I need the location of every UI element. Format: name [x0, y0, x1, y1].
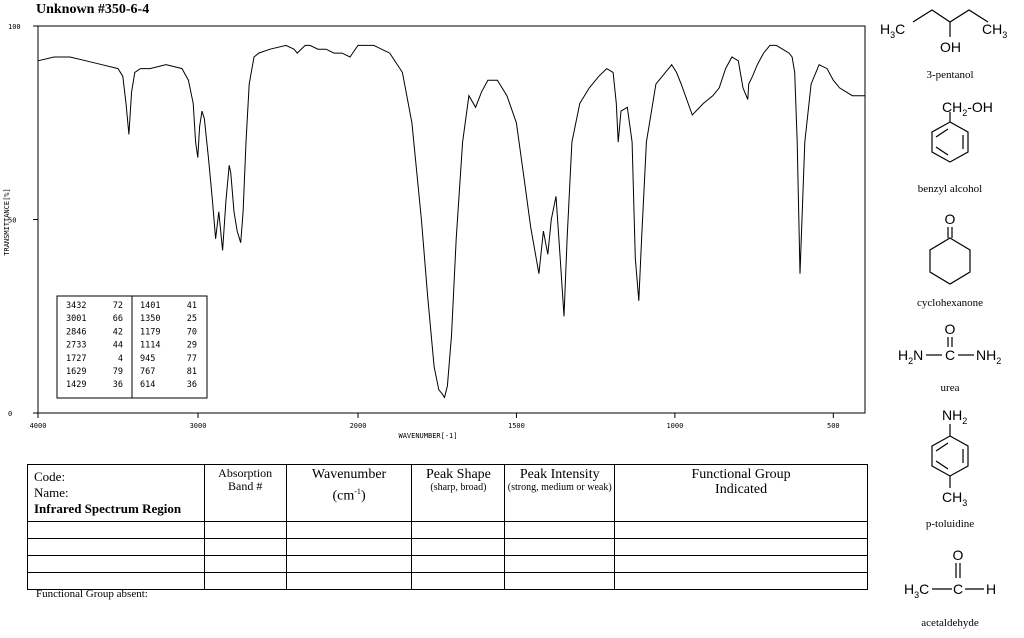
name-label: Name:: [34, 485, 69, 500]
x-tick-label: 3000: [190, 422, 207, 430]
code-name-cell: Code: Name: Infrared Spectrum Region: [27, 464, 205, 522]
ch2oh-label: CH2-OH: [942, 99, 993, 118]
nh2-label: NH2: [976, 347, 1001, 366]
o-label: O: [945, 211, 956, 227]
c-label: C: [953, 581, 963, 597]
peak-wavenumber: 1350: [140, 314, 160, 324]
y-tick-label: 0: [8, 410, 12, 418]
peak-wavenumber: 1114: [140, 341, 160, 351]
peak-wavenumber: 3001: [66, 314, 86, 324]
peak-transmittance: 36: [187, 380, 197, 390]
peak-transmittance: 81: [187, 367, 197, 377]
x-axis-ticks: 4000 3000 2000 1500 1000 500: [30, 413, 840, 430]
molecule-acetaldehyde: O H3C C H acetaldehyde: [904, 547, 996, 629]
x-tick-label: 1500: [508, 422, 525, 430]
peak-wavenumber: 3432: [66, 301, 86, 311]
table-row: [27, 572, 868, 590]
ch3-label: CH3: [982, 21, 1007, 40]
col-functional-group: Functional Group Indicated: [614, 464, 868, 522]
peak-transmittance: 77: [187, 354, 197, 364]
o-label: O: [953, 547, 964, 563]
col-absorption-band: Absorption Band #: [203, 464, 287, 522]
molecule-name: urea: [941, 382, 960, 394]
x-tick-label: 4000: [30, 422, 47, 430]
peak-transmittance: 4: [118, 354, 123, 364]
molecule-name: acetaldehyde: [921, 617, 979, 629]
col-peak-intensity: Peak Intensity (strong, medium or weak): [504, 464, 616, 522]
peak-wavenumber: 1429: [66, 380, 86, 390]
ch3-label: CH3: [942, 489, 967, 508]
peak-transmittance: 66: [113, 314, 123, 324]
nh2-label: NH2: [942, 407, 967, 426]
table-row: [27, 521, 868, 539]
h-label: H: [986, 581, 996, 597]
molecule-p-toluidine: NH2 CH3 p-toluidine: [926, 407, 974, 530]
code-label: Code:: [34, 469, 66, 484]
functional-group-absent-label: Functional Group absent:: [36, 588, 148, 600]
peak-table-box: 3432 72 3001 66 2846 42 2733 44 1727 4 1629 79 1429 3…: [56, 295, 208, 399]
reference-molecules: H3C CH3 OH 3-pentanol CH2-OH benzyl alco…: [880, 9, 1007, 629]
peak-wavenumber: 1401: [140, 301, 160, 311]
peak-transmittance: 36: [113, 380, 123, 390]
h3c-label: H3C: [904, 581, 929, 600]
peak-transmittance: 72: [113, 301, 123, 311]
x-tick-label: 500: [827, 422, 840, 430]
molecule-name: cyclohexanone: [917, 297, 983, 309]
peak-transmittance: 70: [187, 327, 197, 337]
o-label: O: [945, 321, 956, 337]
y-tick-label: 100: [8, 23, 21, 31]
molecule-3-pentanol: H3C CH3 OH 3-pentanol: [880, 9, 1007, 81]
x-axis-label: WAVENUMBER[-1]: [398, 432, 457, 440]
peak-wavenumber: 614: [140, 380, 155, 390]
molecule-urea: O C H2N NH2 urea: [898, 321, 1001, 394]
h2n-label: H2N: [898, 347, 923, 366]
y-axis-ticks: 100 50 0: [8, 23, 38, 418]
x-tick-label: 1000: [666, 422, 683, 430]
peak-transmittance: 29: [187, 341, 197, 351]
peak-wavenumber: 1179: [140, 327, 160, 337]
peak-transmittance: 42: [113, 327, 123, 337]
peak-wavenumber: 767: [140, 367, 155, 377]
spectrum-title: Unknown #350-6-4: [36, 2, 150, 17]
peak-wavenumber: 1727: [66, 354, 86, 364]
transmittance-series-line: [37, 44, 865, 399]
molecule-cyclohexanone: O cyclohexanone: [917, 211, 983, 309]
peak-wavenumber: 945: [140, 354, 155, 364]
molecule-benzyl-alcohol: CH2-OH benzyl alcohol: [918, 99, 993, 195]
peak-transmittance: 25: [187, 314, 197, 324]
peak-transmittance: 41: [187, 301, 197, 311]
oh-label: OH: [940, 39, 961, 55]
table-row: [27, 555, 868, 573]
ir-worksheet-table: Code: Name: Infrared Spectrum Region Abs…: [27, 464, 868, 590]
y-tick-label: 50: [8, 217, 16, 225]
peak-wavenumber: 2733: [66, 341, 86, 351]
peak-wavenumber: 1629: [66, 367, 86, 377]
molecule-name: benzyl alcohol: [918, 183, 982, 195]
y-axis-label: TRANSMITTANCE[%]: [3, 188, 11, 255]
peak-wavenumber: 2846: [66, 327, 86, 337]
peak-transmittance: 44: [113, 341, 123, 351]
x-tick-label: 2000: [350, 422, 367, 430]
region-label: Infrared Spectrum Region: [34, 501, 182, 516]
col-wavenumber: Wavenumber (cm-1): [285, 464, 413, 522]
c-label: C: [945, 347, 955, 363]
peak-transmittance: 79: [113, 367, 123, 377]
molecule-name: 3-pentanol: [926, 69, 973, 81]
table-row: [27, 538, 868, 556]
h3c-label: H3C: [880, 21, 905, 40]
molecule-name: p-toluidine: [926, 518, 974, 530]
col-peak-shape: Peak Shape (sharp, broad): [411, 464, 506, 522]
